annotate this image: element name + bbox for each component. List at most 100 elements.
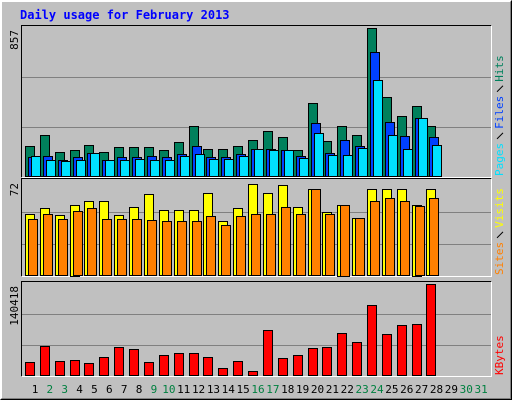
x-tick-label: 14 bbox=[222, 383, 236, 396]
x-tick-label: 22 bbox=[341, 383, 354, 396]
bar bbox=[192, 221, 202, 276]
chart-title: Daily usage for February 2013 bbox=[20, 8, 230, 22]
legend-separator bbox=[496, 132, 504, 140]
x-tick-label: 17 bbox=[266, 383, 279, 396]
x-tick-label: 1 bbox=[32, 383, 39, 396]
x-tick-label: 29 bbox=[445, 383, 458, 396]
bar bbox=[266, 214, 276, 276]
bar bbox=[180, 156, 190, 177]
bar bbox=[311, 189, 321, 276]
bar bbox=[174, 353, 184, 376]
legend-entry: KBytes bbox=[493, 335, 506, 375]
bar bbox=[25, 362, 35, 376]
frame-light bbox=[21, 25, 492, 178]
x-tick-label: 31 bbox=[474, 383, 487, 396]
bar bbox=[70, 360, 80, 376]
bar bbox=[400, 201, 410, 276]
bar bbox=[99, 357, 109, 376]
bar bbox=[340, 205, 350, 277]
bar bbox=[209, 159, 219, 177]
bar bbox=[31, 156, 41, 177]
legend-entry: Visits bbox=[493, 188, 506, 228]
bar bbox=[337, 333, 347, 376]
bar bbox=[147, 220, 157, 276]
legend-separator bbox=[496, 85, 504, 93]
x-tick-label: 6 bbox=[106, 383, 113, 396]
frame-dark bbox=[21, 281, 492, 377]
frame-light bbox=[21, 178, 492, 277]
bar bbox=[58, 219, 68, 276]
bar bbox=[299, 158, 309, 177]
bar bbox=[61, 161, 71, 177]
x-tick-label: 12 bbox=[192, 383, 205, 396]
bar bbox=[293, 355, 303, 376]
bar bbox=[102, 219, 112, 276]
y-tick-label: 140418 bbox=[8, 286, 21, 326]
x-tick-label: 3 bbox=[61, 383, 68, 396]
bar bbox=[269, 150, 279, 177]
x-tick-label: 7 bbox=[121, 383, 128, 396]
x-tick-label: 16 bbox=[251, 383, 264, 396]
legend-entry: Hits bbox=[493, 55, 506, 82]
bar bbox=[385, 198, 395, 276]
bar bbox=[239, 156, 249, 177]
x-tick-label: 21 bbox=[326, 383, 339, 396]
legend-separator bbox=[496, 231, 504, 239]
bar bbox=[105, 160, 115, 177]
bar bbox=[46, 160, 56, 177]
x-tick-label: 11 bbox=[177, 383, 190, 396]
bar bbox=[355, 218, 365, 276]
legend-entry: Sites bbox=[493, 242, 506, 275]
frame-dark bbox=[21, 178, 492, 277]
bar bbox=[40, 346, 50, 376]
bar bbox=[429, 198, 439, 276]
bar bbox=[150, 160, 160, 177]
frame-light bbox=[21, 281, 492, 377]
bar bbox=[236, 216, 246, 276]
bar bbox=[117, 219, 127, 276]
x-tick-label: 9 bbox=[151, 383, 158, 396]
bar bbox=[278, 358, 288, 376]
x-tick-label: 25 bbox=[385, 383, 398, 396]
bar bbox=[284, 150, 294, 177]
bar bbox=[281, 207, 291, 276]
bar bbox=[177, 221, 187, 276]
bar bbox=[397, 325, 407, 376]
bar bbox=[206, 216, 216, 276]
bar bbox=[76, 160, 86, 177]
x-tick-label: 28 bbox=[430, 383, 443, 396]
bar bbox=[162, 221, 172, 276]
bar bbox=[254, 149, 264, 177]
bar bbox=[189, 353, 199, 376]
x-tick-label: 27 bbox=[415, 383, 428, 396]
bar bbox=[432, 145, 442, 177]
x-tick-label: 24 bbox=[370, 383, 384, 396]
bar bbox=[358, 148, 368, 177]
bar bbox=[314, 133, 324, 177]
bar bbox=[28, 219, 38, 276]
x-tick-label: 30 bbox=[460, 383, 473, 396]
bar bbox=[114, 347, 124, 376]
bar bbox=[370, 201, 380, 276]
x-tick-label: 8 bbox=[136, 383, 143, 396]
legend-entry: Files bbox=[493, 96, 506, 129]
bar bbox=[426, 284, 436, 376]
bar bbox=[415, 206, 425, 276]
bar bbox=[308, 348, 318, 376]
bar bbox=[248, 371, 258, 376]
y-tick-label: 72 bbox=[8, 183, 21, 196]
bar bbox=[263, 330, 273, 376]
legend-entry: Pages bbox=[493, 143, 506, 176]
bar bbox=[43, 214, 53, 276]
bar bbox=[343, 155, 353, 177]
x-tick-label: 20 bbox=[311, 383, 324, 396]
bar bbox=[144, 362, 154, 376]
bar bbox=[129, 349, 139, 376]
x-tick-label: 13 bbox=[207, 383, 220, 396]
bar bbox=[388, 135, 398, 177]
bar bbox=[84, 363, 94, 376]
bar bbox=[55, 361, 65, 376]
